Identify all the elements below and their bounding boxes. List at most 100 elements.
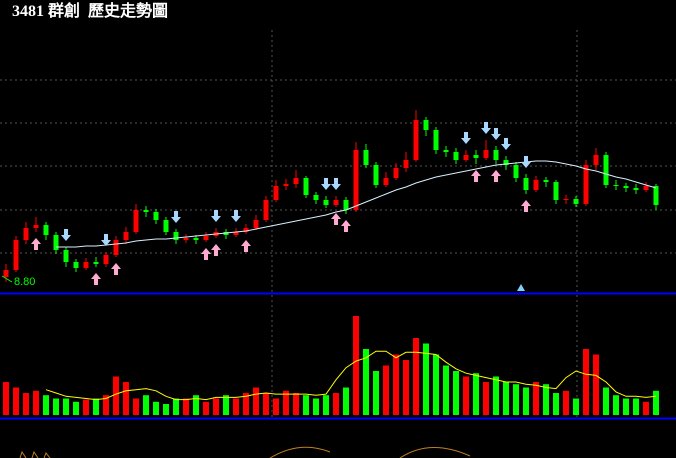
volume-bar bbox=[493, 376, 499, 415]
candle-body bbox=[493, 150, 499, 160]
candle-body bbox=[523, 178, 529, 190]
volume-bar bbox=[353, 316, 359, 415]
volume-bar bbox=[473, 373, 479, 415]
candle-body bbox=[653, 186, 659, 205]
volume-bar bbox=[383, 365, 389, 415]
candle-body bbox=[303, 178, 309, 195]
volume-bar bbox=[93, 398, 99, 415]
candle-body bbox=[33, 225, 39, 228]
candle-body bbox=[563, 199, 569, 200]
candle-body bbox=[43, 225, 49, 235]
candle-body bbox=[573, 199, 579, 204]
candle-body bbox=[203, 236, 209, 240]
volume-bar bbox=[193, 395, 199, 415]
sell-arrow bbox=[461, 132, 471, 144]
volume-bar bbox=[603, 387, 609, 415]
candle-body bbox=[393, 168, 399, 178]
volume-bar bbox=[323, 395, 329, 415]
buy-arrow bbox=[31, 238, 41, 250]
candle-body bbox=[73, 262, 79, 268]
candle-body bbox=[23, 228, 29, 240]
candle-body bbox=[433, 130, 439, 150]
chart-title: 3481 群創 歷史走勢圖 bbox=[12, 1, 168, 20]
volume-bar bbox=[33, 390, 39, 415]
candle-body bbox=[443, 150, 449, 152]
candle-body bbox=[53, 235, 59, 250]
volume-bar bbox=[583, 349, 589, 415]
volume-bar bbox=[643, 401, 649, 415]
candle-body bbox=[293, 178, 299, 184]
volume-bar bbox=[463, 376, 469, 415]
candle-body bbox=[633, 188, 639, 190]
candle-body bbox=[403, 160, 409, 168]
sell-arrow bbox=[101, 234, 111, 246]
buy-arrow bbox=[331, 213, 341, 225]
candle-body bbox=[183, 238, 189, 240]
candle-body bbox=[313, 195, 319, 200]
candle-body bbox=[363, 150, 369, 165]
candle-body bbox=[323, 200, 329, 205]
candle-body bbox=[123, 232, 129, 240]
candle-body bbox=[163, 220, 169, 232]
volume-bar bbox=[173, 398, 179, 415]
candle-body bbox=[143, 210, 149, 212]
volume-bar bbox=[103, 395, 109, 415]
candle-body bbox=[93, 262, 99, 264]
candle-body bbox=[483, 150, 489, 158]
candle-body bbox=[243, 228, 249, 232]
buy-arrow bbox=[491, 170, 501, 182]
candle-body bbox=[193, 238, 199, 240]
volume-bar bbox=[243, 393, 249, 415]
volume-bar bbox=[303, 395, 309, 415]
sell-arrow bbox=[211, 210, 221, 222]
volume-bar bbox=[143, 395, 149, 415]
volume-bar bbox=[403, 360, 409, 415]
sell-arrow bbox=[501, 138, 511, 150]
candle-body bbox=[613, 185, 619, 186]
buy-arrow bbox=[471, 170, 481, 182]
candle-body bbox=[283, 184, 289, 186]
candle-body bbox=[603, 155, 609, 185]
volume-bar bbox=[443, 365, 449, 415]
candle-body bbox=[233, 232, 239, 235]
volume-bar bbox=[513, 384, 519, 415]
volume-bar bbox=[83, 399, 89, 415]
candle-body bbox=[533, 180, 539, 190]
candle-body bbox=[83, 262, 89, 268]
candle-body bbox=[173, 232, 179, 240]
volume-bar bbox=[483, 382, 489, 415]
buy-arrow bbox=[241, 240, 251, 252]
volume-bar bbox=[163, 404, 169, 415]
volume-bar bbox=[543, 384, 549, 415]
sell-arrow bbox=[171, 211, 181, 223]
candle-body bbox=[343, 200, 349, 210]
volume-bar bbox=[263, 393, 269, 415]
volume-bar bbox=[653, 390, 659, 415]
volume-bar bbox=[563, 390, 569, 415]
volume-bar bbox=[343, 387, 349, 415]
candle-body bbox=[643, 186, 649, 190]
volume-bar bbox=[203, 401, 209, 415]
volume-bar bbox=[13, 387, 19, 415]
volume-bar bbox=[133, 398, 139, 415]
buy-arrow bbox=[211, 244, 221, 256]
low-marker bbox=[1, 275, 13, 283]
volume-bar bbox=[213, 398, 219, 415]
volume-bar bbox=[53, 398, 59, 415]
volume-bar bbox=[363, 349, 369, 415]
buy-arrow bbox=[111, 263, 121, 275]
volume-bar bbox=[413, 338, 419, 415]
candle-body bbox=[423, 120, 429, 130]
sell-arrow bbox=[231, 210, 241, 222]
moving-average-line bbox=[56, 160, 657, 248]
candle-body bbox=[103, 255, 109, 264]
candle-body bbox=[543, 180, 549, 182]
buy-arrow bbox=[521, 200, 531, 212]
candle-body bbox=[463, 155, 469, 160]
low-label: 8.80 bbox=[14, 276, 35, 288]
candle-body bbox=[153, 212, 159, 220]
volume-bar bbox=[573, 398, 579, 415]
volume-average-line bbox=[45, 350, 657, 401]
volume-bar bbox=[553, 393, 559, 415]
